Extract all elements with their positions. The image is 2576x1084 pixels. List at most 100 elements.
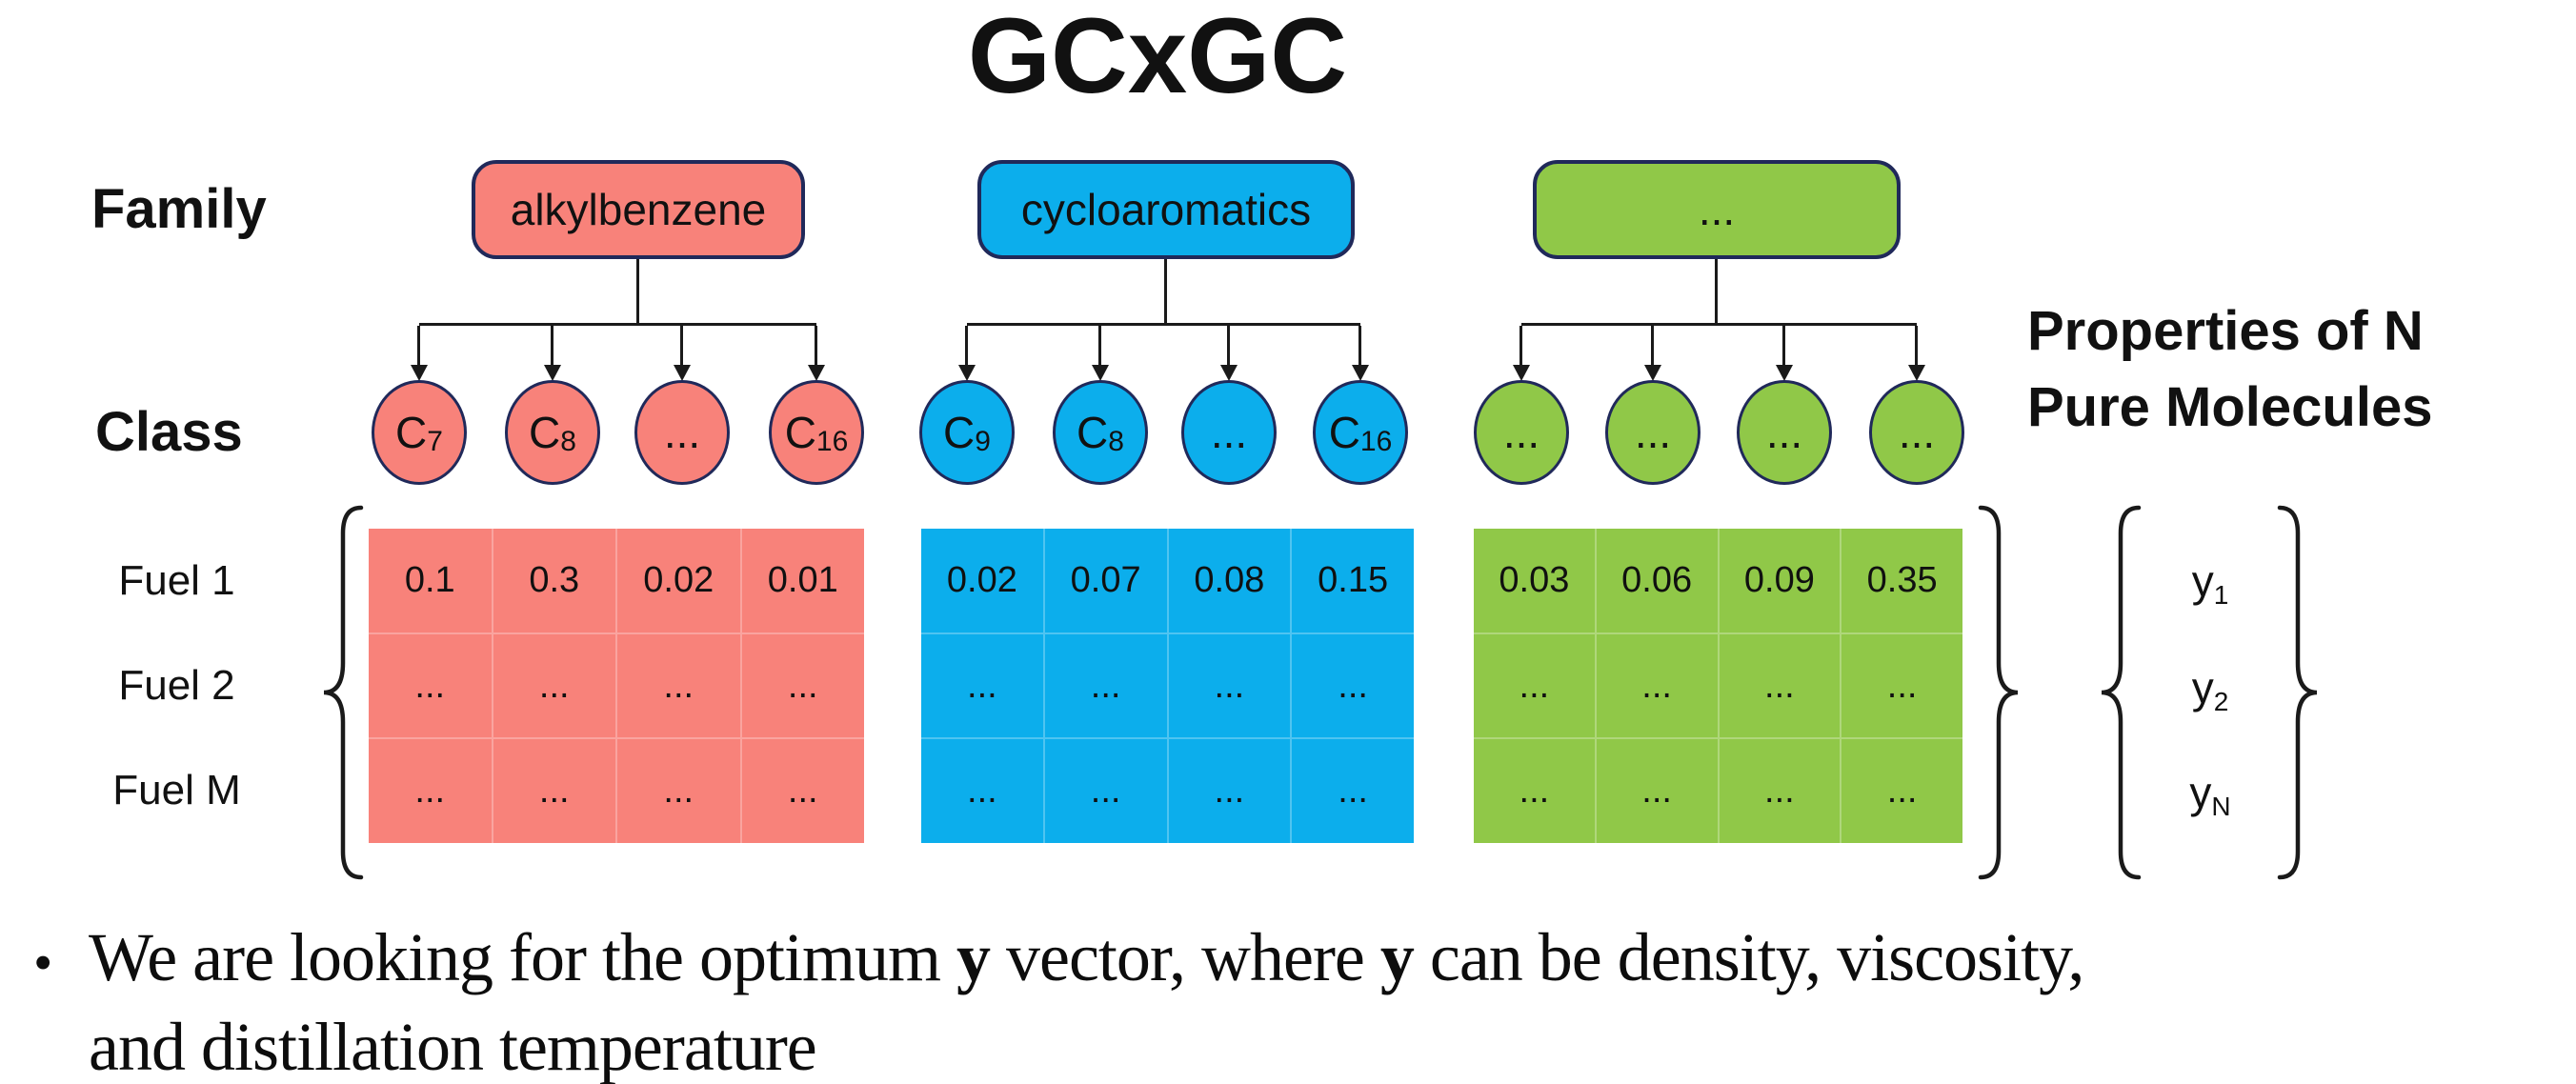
class-label: C (784, 408, 816, 457)
class-subscript: 16 (1359, 426, 1393, 457)
bullet-segment: We are looking for the optimum (89, 919, 956, 995)
matrix-row: 0.1 0.3 0.02 0.01 (369, 529, 864, 634)
bullet-paragraph: • We are looking for the optimum y vecto… (33, 913, 2567, 1084)
y-vector-entry-2: y2 (2155, 659, 2265, 716)
matrix-cell: 0.01 (767, 559, 838, 600)
matrix-row: 0.03 0.06 0.09 0.35 (1474, 529, 1962, 634)
arrow-line (1358, 326, 1361, 367)
properties-caption-line2: Pure Molecules (2027, 376, 2433, 439)
family-row-label: Family (91, 178, 267, 240)
matrix-block-cycloaromatics: 0.02 0.07 0.08 0.15 ... ... ... ... ... … (921, 529, 1414, 844)
matrix-cell: 0.03 (1474, 529, 1597, 632)
matrix-cell: ... (493, 633, 617, 738)
arrow-line (680, 326, 683, 367)
arrow-line (1651, 326, 1654, 367)
arrowhead-down-icon (674, 365, 691, 381)
arrow-line (1915, 326, 1918, 367)
matrix-row: 0.02 0.07 0.08 0.15 (921, 529, 1414, 634)
brace-right-icon (1972, 503, 2025, 882)
arrow-line (1519, 326, 1522, 367)
matrix-cell: ... (1886, 665, 1918, 706)
matrix-cell: ... (1045, 633, 1169, 738)
matrix-cell: ... (1474, 633, 1597, 738)
matrix-cell: 0.08 (1169, 529, 1293, 632)
matrix-cell: ... (1338, 771, 1368, 812)
class-subscript: 8 (560, 426, 576, 457)
brace-left-icon (316, 503, 370, 882)
properties-caption-line1: Properties of N (2027, 300, 2424, 362)
class-node-c16: C 16 (1313, 380, 1408, 485)
matrix-cell: ... (1338, 665, 1368, 706)
matrix-cell: ... (787, 771, 818, 812)
matrix-cell: ... (1720, 739, 1842, 844)
matrix-cell: ... (1474, 739, 1597, 844)
matrix-cell: 0.06 (1597, 529, 1720, 632)
class-label: C (529, 408, 561, 457)
fuel-row-label-2: Fuel 2 (118, 662, 235, 709)
class-label: C (943, 408, 976, 457)
bullet-segment-bold-y: y (1379, 919, 1415, 995)
matrix-cell: 0.02 (921, 529, 1045, 632)
class-subscript: 7 (427, 426, 443, 457)
arrow-line (1098, 326, 1101, 367)
class-node-ellipsis: ... (1474, 380, 1569, 485)
family-box-cycloaromatics: cycloaromatics (977, 160, 1355, 259)
bullet-icon: • (33, 932, 52, 994)
class-label: ... (1765, 408, 1803, 457)
matrix-cell: 0.15 (1318, 559, 1389, 600)
matrix-cell: ... (1597, 633, 1720, 738)
properties-caption: Properties of N Pure Molecules (2027, 293, 2561, 446)
class-node-ellipsis: ... (1605, 380, 1701, 485)
class-node-ellipsis: ... (1869, 380, 1964, 485)
matrix-cell: ... (617, 633, 742, 738)
arrowhead-down-icon (1776, 365, 1793, 381)
matrix-cell: ... (921, 633, 1045, 738)
fuel-row-label-1: Fuel 1 (118, 557, 235, 604)
arrowhead-down-icon (958, 365, 976, 381)
family-box-alkylbenzene: alkylbenzene (472, 160, 805, 259)
matrix-cell: 0.1 (369, 529, 493, 632)
class-node-ellipsis: ... (634, 380, 730, 485)
arrow-line (965, 326, 968, 367)
bullet-segment-bold-y: y (956, 919, 991, 995)
arrow-line (1782, 326, 1785, 367)
tree-stem-line (1715, 259, 1718, 325)
arrowhead-down-icon (1908, 365, 1925, 381)
y-subscript: 2 (2213, 687, 2229, 716)
arrowhead-down-icon (1352, 365, 1369, 381)
brace-right-icon (2271, 503, 2324, 882)
class-label: ... (1502, 408, 1540, 457)
arrow-line (1227, 326, 1230, 367)
matrix-cell: ... (1720, 633, 1842, 738)
matrix-cell: ... (1886, 771, 1918, 812)
y-vector-entry-n: yN (2155, 764, 2265, 821)
family-box-label: alkylbenzene (510, 185, 767, 234)
tree-bar-line (419, 323, 816, 326)
matrix-cell: 0.02 (617, 529, 742, 632)
arrow-line (551, 326, 553, 367)
matrix-cell: ... (369, 739, 493, 844)
matrix-row: ... ... ... ... (369, 633, 864, 740)
brace-left-icon (2094, 503, 2147, 882)
matrix-cell: ... (787, 665, 818, 706)
class-subscript: 16 (815, 426, 849, 457)
arrow-line (417, 326, 420, 367)
matrix-cell: 0.3 (493, 529, 617, 632)
y-label: y (2191, 556, 2214, 606)
class-node-ellipsis: ... (1737, 380, 1832, 485)
arrowhead-down-icon (1092, 365, 1109, 381)
fuel-row-label-m: Fuel M (112, 767, 241, 813)
tree-stem-line (636, 259, 639, 325)
arrowhead-down-icon (544, 365, 561, 381)
bullet-segment: and distillation temperature (89, 1009, 817, 1084)
class-node-ellipsis: ... (1181, 380, 1277, 485)
class-node-c16: C 16 (769, 380, 864, 485)
arrowhead-down-icon (1513, 365, 1530, 381)
y-subscript: N (2211, 792, 2231, 821)
matrix-cell: ... (1597, 739, 1720, 844)
